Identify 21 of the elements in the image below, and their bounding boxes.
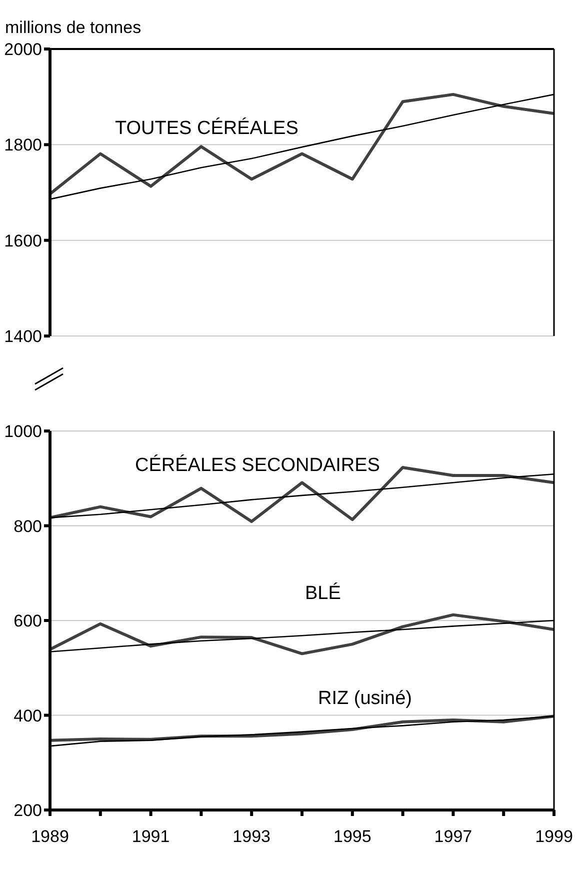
x-tick-label: 1993 <box>232 827 271 846</box>
y-tick-label: 1600 <box>4 231 42 250</box>
line-series <box>50 613 554 656</box>
y-tick-label: 1400 <box>4 327 42 346</box>
y-tick-label: 600 <box>14 612 42 631</box>
series-label: CÉRÉALES SECONDAIRES <box>135 455 380 477</box>
series-label: RIZ (usiné) <box>318 688 412 710</box>
y-tick-label: 1800 <box>4 136 42 155</box>
series-label: TOUTES CÉRÉALES <box>115 118 298 140</box>
x-tick-label: 1997 <box>434 827 472 846</box>
text: BLÉ <box>305 583 341 605</box>
x-tick-label: 1999 <box>535 827 573 846</box>
x-tick-label: 1989 <box>31 827 69 846</box>
y-tick-label: 200 <box>14 801 42 820</box>
y-tick-label: 400 <box>14 706 42 726</box>
y-tick-label: 2000 <box>4 40 42 60</box>
y-axis-title: millions de tonnes <box>5 18 142 38</box>
y-tick-label: 1000 <box>4 422 42 442</box>
x-tick-label: 1991 <box>132 827 170 846</box>
x-tick-label: 1995 <box>333 827 372 846</box>
y-tick-label: 800 <box>14 516 42 536</box>
